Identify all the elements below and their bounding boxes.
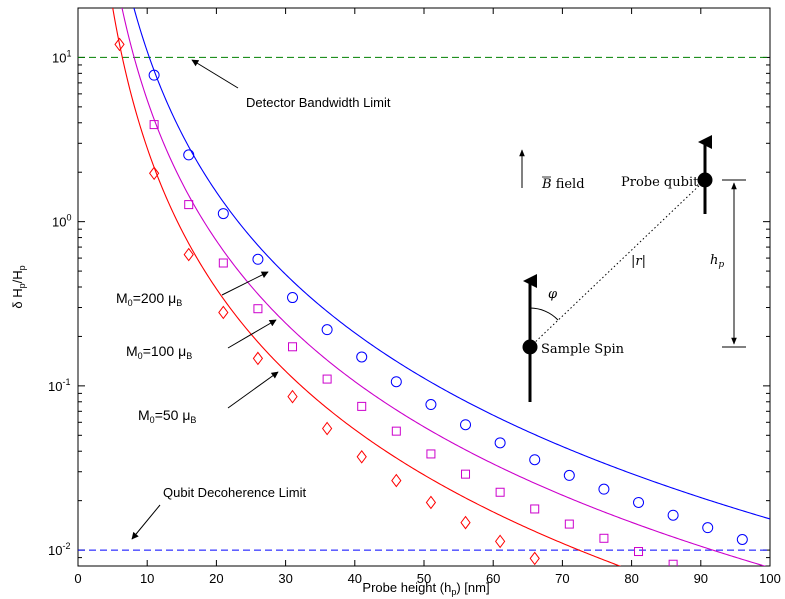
r-label: |r|	[631, 254, 646, 269]
data-point	[529, 551, 540, 566]
data-point	[702, 522, 714, 534]
detector-limit-label: Detector Bandwidth Limit	[246, 95, 391, 110]
data-point	[287, 389, 298, 404]
data-point	[218, 258, 228, 268]
data-point	[183, 149, 195, 161]
sample-spin-label: Sample Spin	[541, 342, 625, 357]
series-markers	[114, 37, 748, 566]
x-tick-label: 80	[624, 571, 638, 586]
x-tick-label: 40	[348, 571, 362, 586]
data-point	[321, 324, 333, 336]
x-tick-label: 10	[140, 571, 154, 586]
y-tick-label: 10-1	[48, 377, 70, 394]
data-point	[425, 495, 437, 510]
data-point	[321, 421, 333, 436]
data-point	[391, 473, 402, 488]
series-line	[112, 8, 622, 566]
annotation-qubit-limit: Qubit Decoherence Limit	[131, 485, 306, 540]
data-point	[252, 351, 264, 366]
x-tick-label: 50	[417, 571, 431, 586]
data-point	[564, 519, 574, 529]
data-point	[356, 351, 368, 363]
data-point	[252, 253, 264, 265]
b-field-label: B field	[541, 177, 585, 192]
annotation-m200: M0=200 μB	[116, 271, 269, 308]
annotation-m100: M0=100 μB	[126, 319, 277, 361]
data-point	[425, 399, 437, 411]
data-point	[460, 419, 472, 431]
data-point	[426, 449, 436, 459]
inset-diagram: B field Probe qubit Sample Spin φ |r| hp	[519, 135, 746, 402]
r-vector-line	[529, 179, 706, 348]
data-point	[253, 304, 263, 314]
data-point	[390, 376, 402, 388]
data-point	[667, 509, 679, 521]
data-point	[633, 496, 645, 508]
y-tick-label: 10-2	[48, 541, 70, 558]
x-tick-label: 30	[278, 571, 292, 586]
x-tick-label: 0	[74, 571, 81, 586]
data-point	[391, 426, 401, 436]
series-line	[121, 8, 767, 566]
data-point	[114, 37, 125, 52]
phi-label: φ	[548, 287, 558, 302]
annotation-m50: M0=50 μB	[138, 371, 279, 425]
series-curves	[112, 8, 770, 566]
data-point	[183, 247, 194, 262]
x-tick-label: 100	[759, 571, 781, 586]
y-tick-label: 101	[52, 48, 71, 65]
data-point	[148, 166, 160, 181]
hp-label: hp	[710, 253, 724, 270]
x-tick-label: 70	[555, 571, 569, 586]
m50-label: M0=50 μB	[138, 407, 196, 425]
annotation-detector-limit: Detector Bandwidth Limit	[191, 59, 391, 110]
m200-label: M0=200 μB	[116, 290, 182, 308]
data-point	[494, 437, 506, 449]
data-point	[149, 120, 159, 130]
series-line	[133, 8, 770, 520]
x-tick-label: 60	[486, 571, 500, 586]
data-point	[668, 559, 678, 566]
data-point	[494, 534, 506, 549]
data-point	[598, 483, 610, 495]
qubit-limit-label: Qubit Decoherence Limit	[163, 485, 306, 500]
data-point	[217, 208, 229, 220]
data-point	[148, 69, 160, 81]
probe-qubit-label: Probe qubit	[621, 175, 699, 190]
axes-box	[77, 7, 771, 567]
axis-ticks: 0 10 20 30 40 50 60 70 80 90 100 10-2 10-1 100 101	[48, 7, 781, 586]
hp-dimension: hp	[710, 179, 746, 348]
data-point	[495, 487, 505, 497]
data-point	[322, 374, 332, 384]
y-tick-label: 100	[52, 213, 71, 230]
data-point	[563, 469, 575, 481]
m100-label: M0=100 μB	[126, 343, 192, 361]
x-tick-label: 90	[694, 571, 708, 586]
data-point	[530, 504, 540, 514]
x-tick-label: 20	[209, 571, 223, 586]
b-field-indicator: B field	[519, 149, 585, 192]
sample-spin: Sample Spin	[522, 274, 625, 402]
data-point	[599, 533, 609, 543]
data-point	[218, 305, 229, 320]
probe-qubit: Probe qubit	[621, 135, 713, 214]
reference-lines	[78, 56, 770, 551]
data-point	[184, 200, 194, 210]
data-point	[287, 292, 299, 304]
data-point	[460, 515, 471, 530]
data-point	[529, 454, 541, 466]
data-point	[634, 547, 644, 557]
phi-arc	[529, 307, 559, 321]
data-point	[356, 449, 367, 464]
data-point	[461, 469, 471, 479]
y-axis-label: δ Hp/Hp	[10, 265, 27, 308]
x-axis-label: Probe height (hp) [nm]	[362, 580, 489, 597]
data-point	[736, 534, 748, 546]
data-point	[288, 342, 298, 352]
data-point	[357, 401, 367, 411]
